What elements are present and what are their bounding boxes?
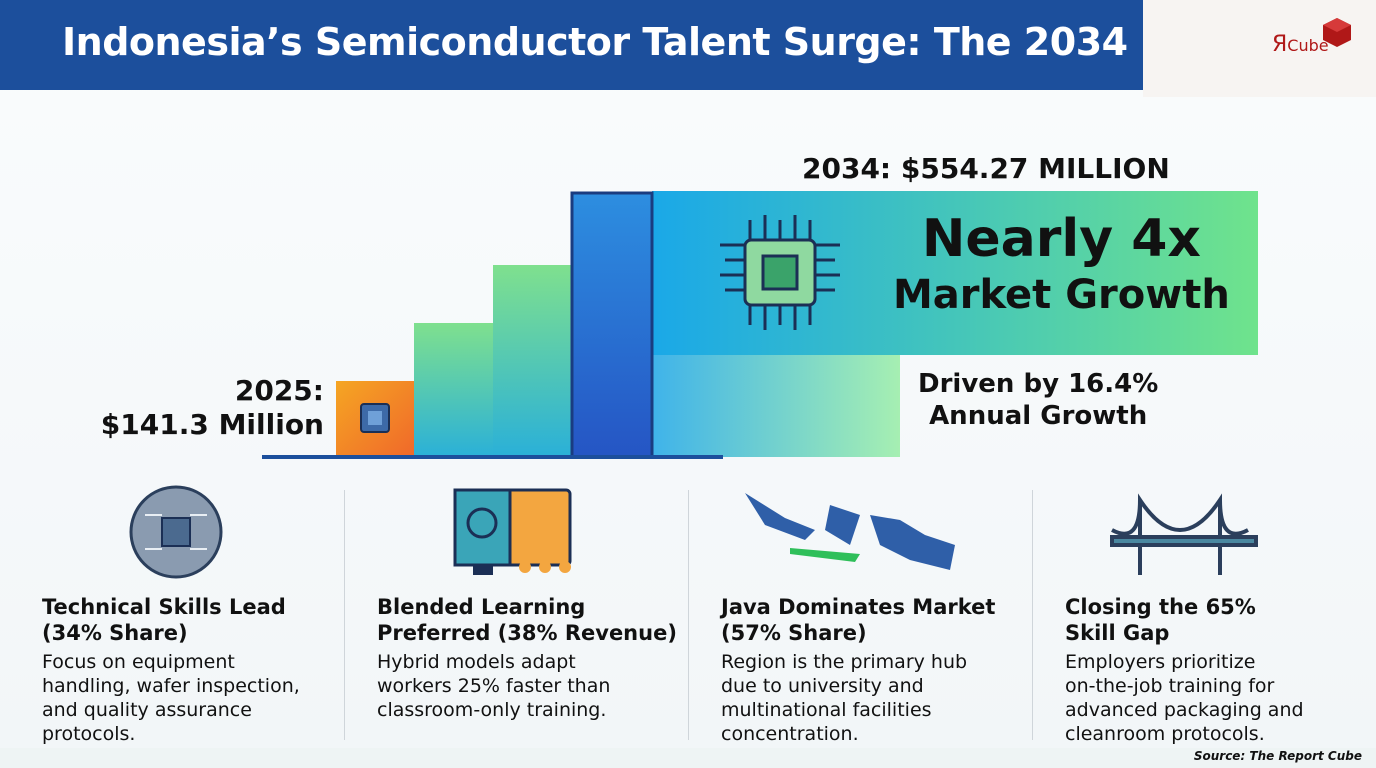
label-2025-line: 2025: [234,374,324,407]
label-2034: 2034: $554.27 MILLION [802,152,1170,185]
card-body-line: multinational facilities [721,699,932,721]
card-body-line: and quality assurance [42,699,252,721]
card-body-line: on-the-job training for [1065,675,1275,697]
headline-line: Market Growth [893,272,1230,318]
bar [414,323,493,457]
card: Closing the 65% Skill Gap Employers priori… [1065,594,1304,746]
footer-strip [0,748,1376,768]
card-title-line: Closing the 65% [1065,595,1256,619]
card-body-line: Focus on equipment [42,651,235,673]
map-icon [745,493,955,570]
card-body-line: cleanroom protocols. [1065,723,1265,745]
circuit-icon [129,485,223,579]
header-bar [0,0,1143,90]
chip-icon-large [720,215,840,330]
card-title-line: (57% Share) [721,621,867,645]
learning-icon [453,488,572,575]
card-title-line: Blended Learning [377,595,586,619]
card-body-line: Hybrid models adapt [377,651,576,673]
card-title-line: Java Dominates Market [721,595,996,619]
driver-line: Driven by 16.4% [918,369,1159,399]
card-body-line: workers 25% faster than [377,675,611,697]
card-title-line: Technical Skills Lead [42,595,286,619]
card-title-line: (34% Share) [42,621,188,645]
logo-box [1143,0,1376,97]
headline-line: Nearly 4x [921,209,1201,269]
logo-cube [1323,18,1351,47]
band-lower [652,355,900,457]
card-title: Closing the 65% Skill Gap [1065,594,1304,646]
bar-2034 [570,191,654,459]
baseline [262,455,723,459]
label-2025-line: $141.3 Million [100,408,324,441]
card-body-line: advanced packaging and [1065,699,1304,721]
card-title: Blended Learning Preferred (38% Revenue) [377,594,677,646]
card-body-line: due to university and [721,675,924,697]
card-body-line: concentration. [721,723,859,745]
card-body-line: protocols. [42,723,136,745]
logo-text: Cube [1287,36,1329,55]
label-2025: 2025: $141.3 Million [101,374,324,442]
driver: Driven by 16.4% Annual Growth [918,368,1158,432]
card-body-line: Region is the primary hub [721,651,968,673]
driver-line: Annual Growth [929,401,1148,431]
card-title-line: Skill Gap [1065,621,1170,645]
chip-icon-small [360,403,390,433]
card-title: Java Dominates Market (57% Share) [721,594,995,646]
growth-graphic [262,191,1258,459]
page-title: Indonesia’s Semiconductor Talent Surge: … [62,20,1128,64]
card-body: Employers prioritize on-the-job training … [1065,650,1304,746]
card-icons [129,485,1258,579]
card-body-line: handling, wafer inspection, [42,675,300,697]
card-title: Technical Skills Lead (34% Share) [42,594,300,646]
divider [688,490,689,740]
card-body: Hybrid models adapt workers 25% faster th… [377,650,677,722]
source: Source: The Report Cube [1193,749,1362,763]
logo-mark: Я [1272,32,1288,57]
card-title-line: Preferred (38% Revenue) [377,621,677,645]
divider [344,490,345,740]
divider [1032,490,1033,740]
card: Java Dominates Market (57% Share) Region i… [721,594,995,746]
card-body: Focus on equipment handling, wafer inspec… [42,650,300,746]
card-body-line: Employers prioritize [1065,651,1256,673]
card-body-line: classroom-only training. [377,699,607,721]
headline: Nearly 4x Market Growth [893,208,1230,320]
bridge-icon [1110,493,1258,575]
logo: ЯCube [1272,32,1329,57]
card: Technical Skills Lead (34% Share) Focus on… [42,594,300,746]
card: Blended Learning Preferred (38% Revenue) H… [377,594,677,722]
card-body: Region is the primary hub due to universi… [721,650,995,746]
bar [493,265,572,457]
